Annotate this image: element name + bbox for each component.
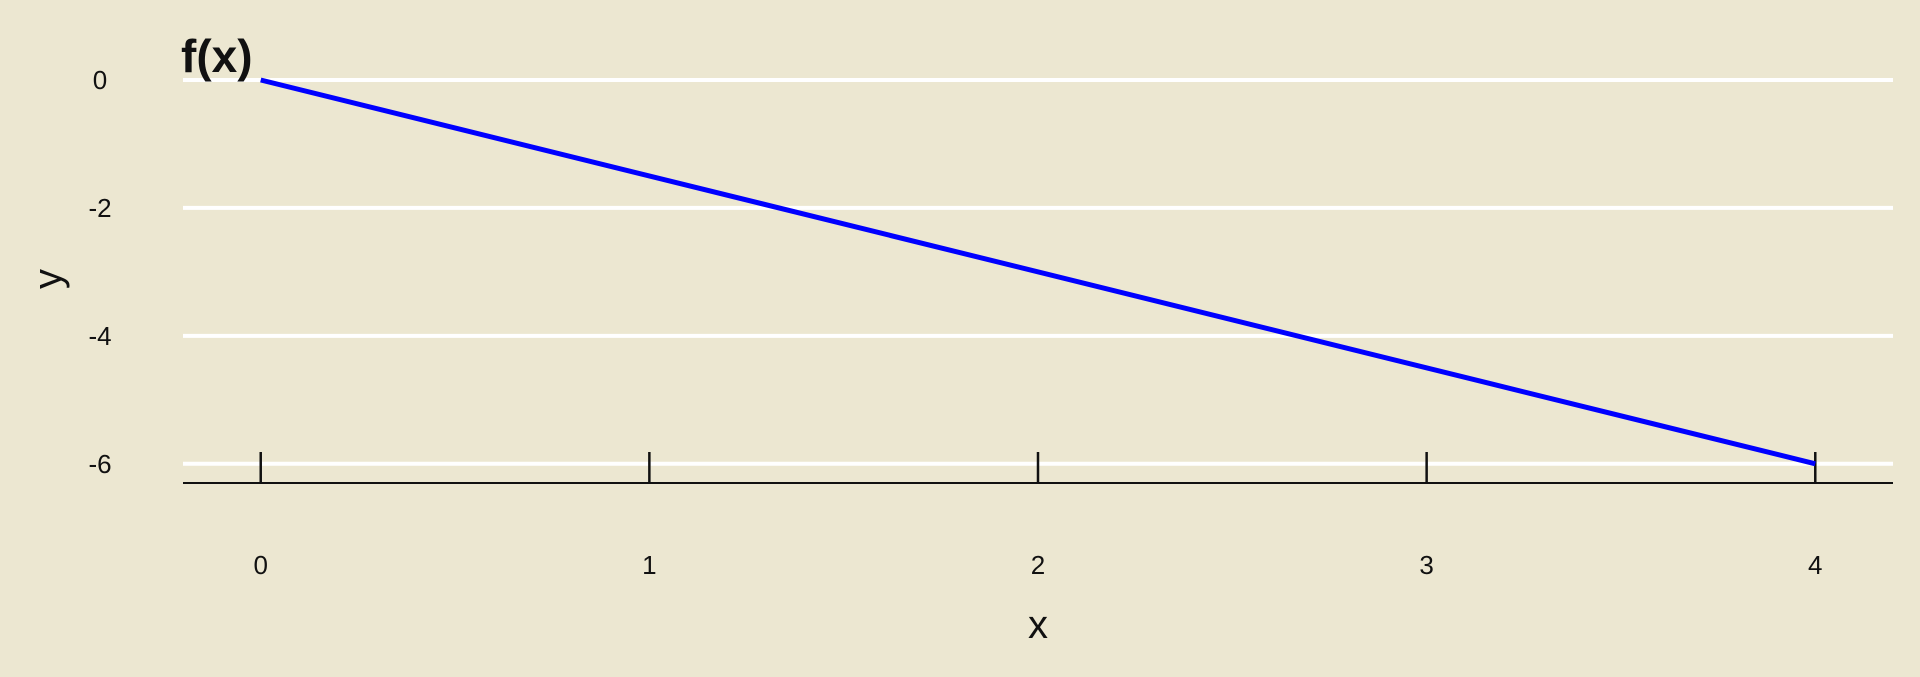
y-tick-label: -6 <box>88 449 111 479</box>
y-axis-title: y <box>26 269 70 289</box>
x-tick-label: 1 <box>642 550 656 580</box>
y-axis-ticks: 0 -2 -4 -6 <box>88 65 111 479</box>
x-tick-label: 2 <box>1031 550 1045 580</box>
y-tick-label: -4 <box>88 321 111 351</box>
series-line <box>260 77 1816 467</box>
x-tick-label: 3 <box>1419 550 1433 580</box>
x-axis-ticks: 0 1 2 3 4 <box>253 452 1823 580</box>
y-tick-label: 0 <box>93 65 107 95</box>
series-layer <box>260 77 1816 467</box>
x-tick-label: 0 <box>253 550 267 580</box>
x-tick-label: 4 <box>1808 550 1822 580</box>
y-tick-label: -2 <box>88 193 111 223</box>
chart-title: f(x) <box>181 30 253 82</box>
x-axis-title: x <box>1028 603 1048 647</box>
